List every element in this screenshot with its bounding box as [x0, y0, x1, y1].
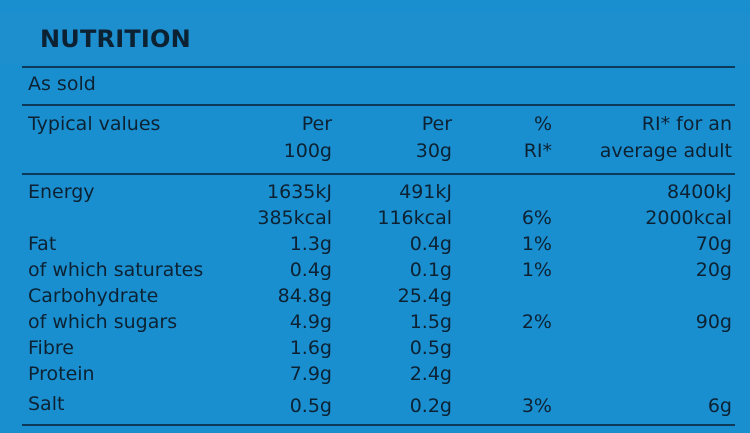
cell-ri: 1%: [521, 233, 552, 255]
cell-per100: 0.5g: [289, 395, 332, 417]
cell-adult: 20g: [695, 259, 732, 281]
header-per100-line1: Per: [301, 113, 332, 135]
cell-ri: 6%: [521, 207, 552, 229]
cell-adult: 90g: [695, 311, 732, 333]
row-label-energy: Energy: [28, 181, 95, 203]
header-per30-line2: 30g: [415, 140, 452, 162]
cell-per30: 2.4g: [409, 363, 452, 385]
cell-adult: 70g: [695, 233, 732, 255]
cell-ri: 1%: [521, 259, 552, 281]
cell-adult: 6g: [707, 395, 732, 417]
divider: [22, 424, 735, 426]
row-label-carbohydrate: Carbohydrate: [28, 285, 159, 307]
cell-ri: 2%: [521, 311, 552, 333]
cell-per30: 25.4g: [397, 285, 452, 307]
cell-adult: 2000kcal: [645, 207, 732, 229]
header-typical-values: Typical values: [28, 113, 161, 135]
cell-per100: 1.3g: [289, 233, 332, 255]
header-per100-line2: 100g: [283, 140, 332, 162]
row-label-saturates: of which saturates: [28, 259, 204, 281]
cell-per100: 4.9g: [289, 311, 332, 333]
cell-per100: 7.9g: [289, 363, 332, 385]
divider: [22, 66, 735, 68]
title-bar: [0, 13, 750, 63]
subtitle: As sold: [28, 73, 96, 95]
cell-per100: 1.6g: [289, 337, 332, 359]
divider: [22, 104, 735, 106]
panel-title: NUTRITION: [40, 25, 191, 53]
header-adult-line1: RI* for an: [641, 113, 732, 135]
row-label-salt: Salt: [28, 393, 65, 415]
row-label-sugars: of which sugars: [28, 311, 178, 333]
row-label-fibre: Fibre: [28, 337, 74, 359]
header-ri-line2: RI*: [523, 140, 552, 162]
cell-per100: 84.8g: [277, 285, 332, 307]
cell-adult: 8400kJ: [667, 181, 732, 203]
cell-ri: 3%: [521, 395, 552, 417]
header-per30-line1: Per: [421, 113, 452, 135]
row-label-fat: Fat: [28, 233, 57, 255]
header-ri-line1: %: [533, 113, 552, 135]
cell-per30: 0.5g: [409, 337, 452, 359]
cell-per100: 385kcal: [257, 207, 332, 229]
divider: [22, 173, 735, 175]
cell-per30: 491kJ: [399, 181, 452, 203]
cell-per30: 0.2g: [409, 395, 452, 417]
cell-per30: 0.4g: [409, 233, 452, 255]
cell-per30: 116kcal: [377, 207, 452, 229]
cell-per30: 0.1g: [409, 259, 452, 281]
cell-per30: 1.5g: [409, 311, 452, 333]
header-adult-line2: average adult: [599, 140, 732, 162]
cell-per100: 0.4g: [289, 259, 332, 281]
row-label-protein: Protein: [28, 363, 95, 385]
cell-per100: 1635kJ: [267, 181, 332, 203]
